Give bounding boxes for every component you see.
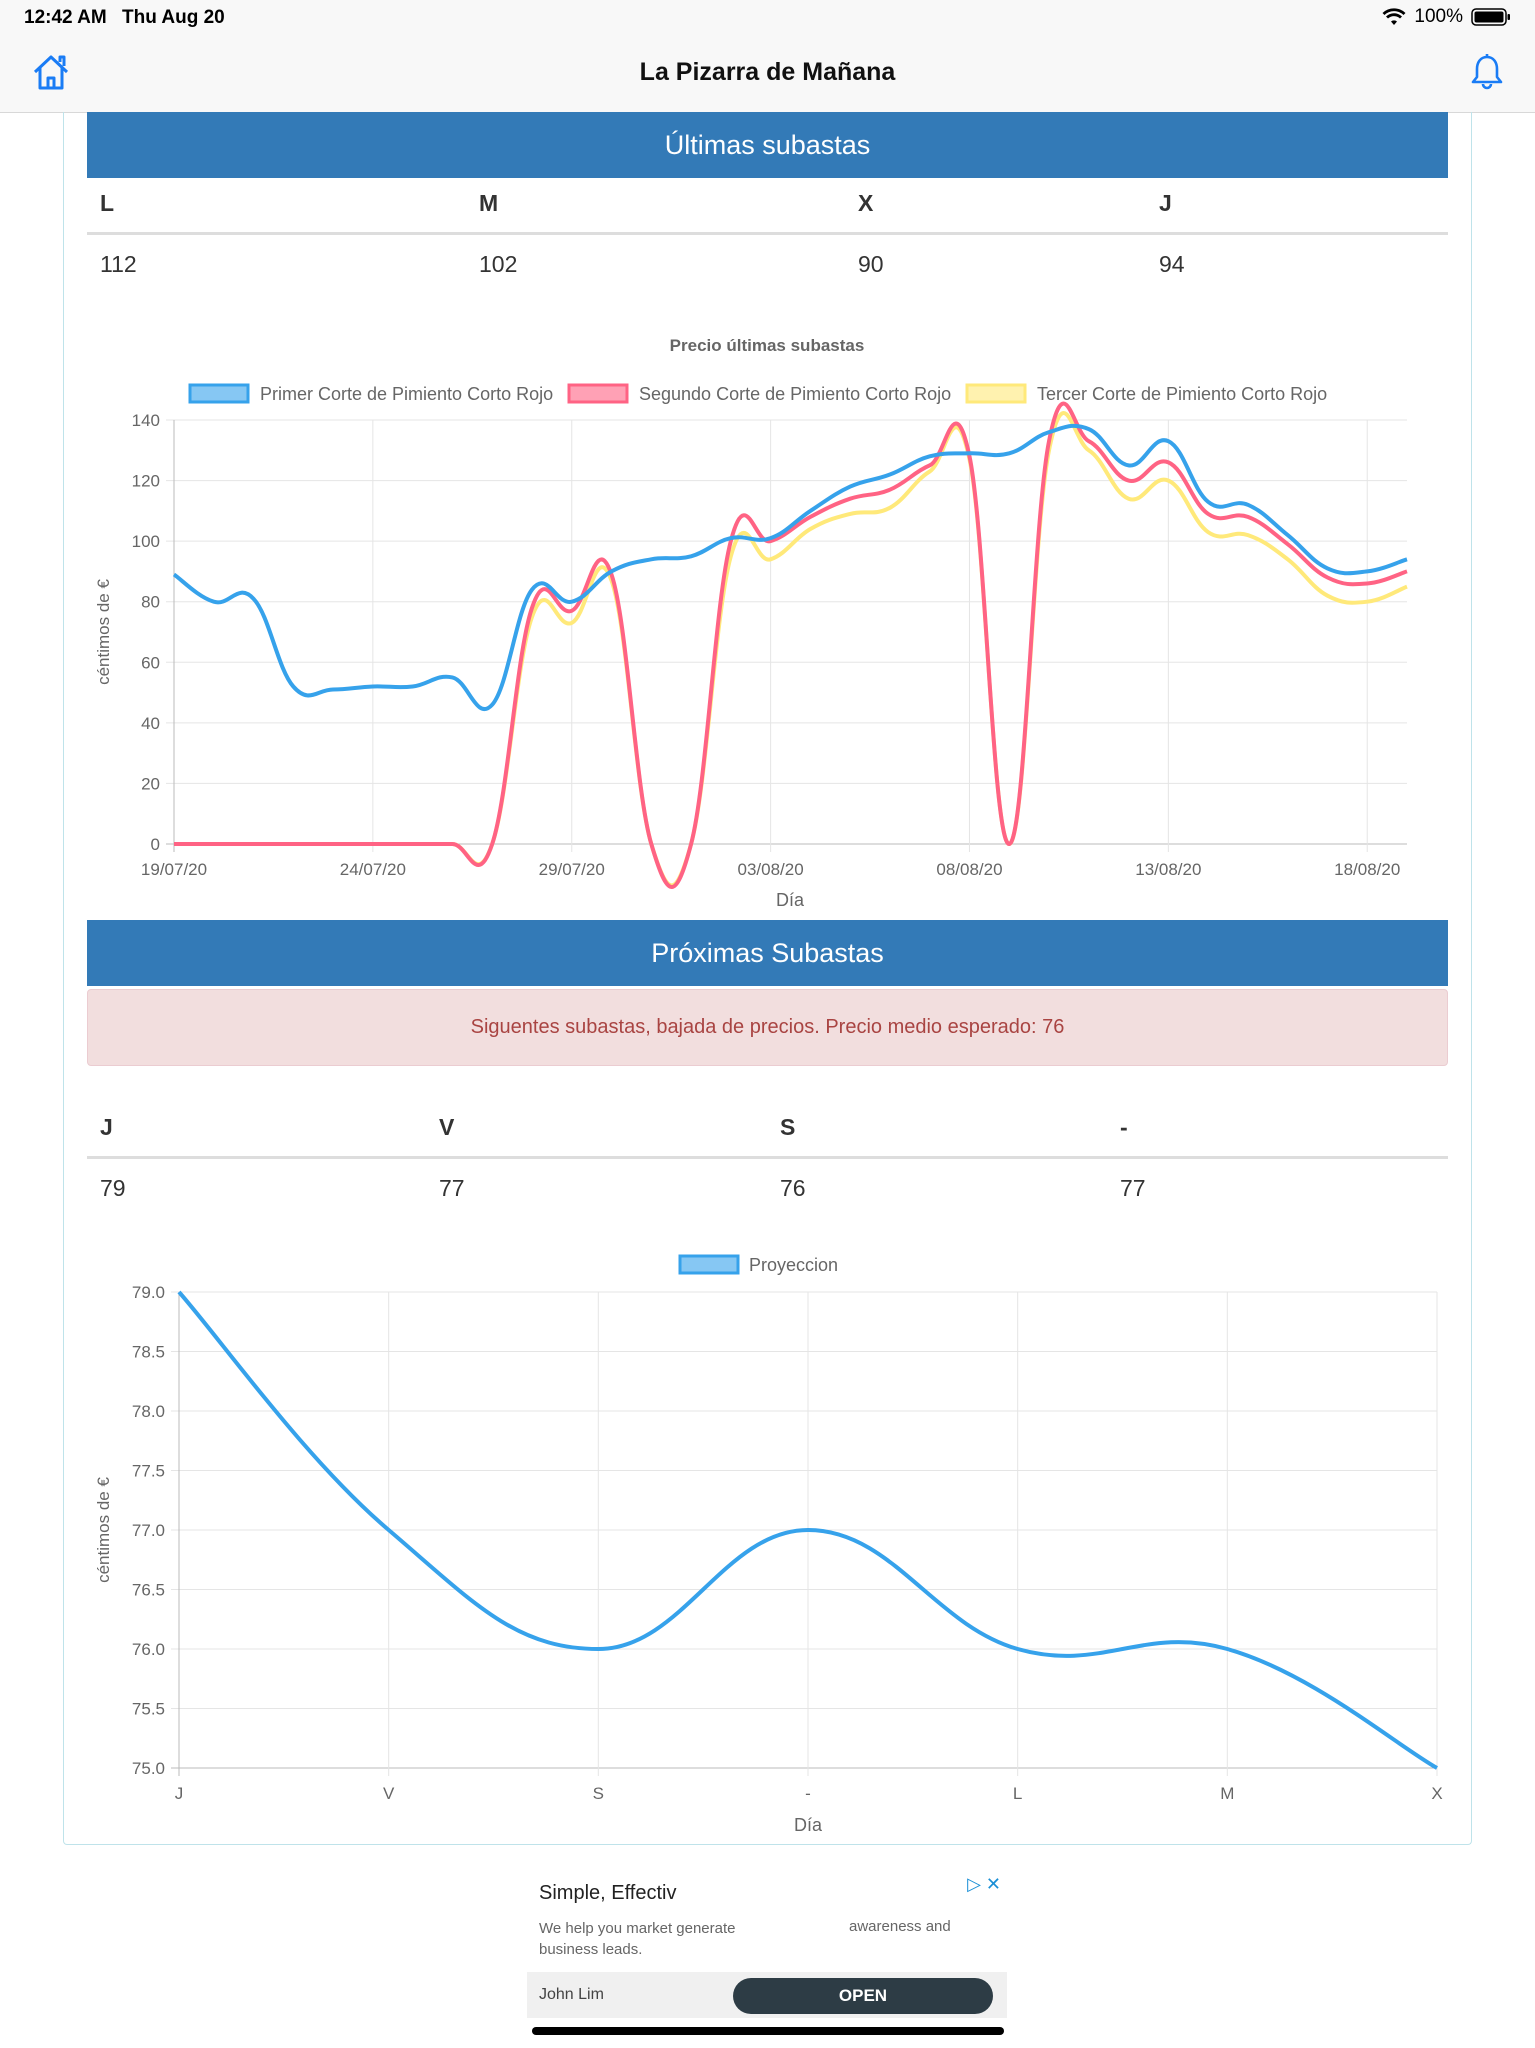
y-axis-title: céntimos de € [94, 579, 113, 685]
table-header-cell: L [100, 190, 115, 216]
ad-description-2: awareness and [849, 1918, 951, 1935]
y-tick-label: 75.5 [132, 1700, 165, 1719]
legend-label: Proyeccion [749, 1255, 838, 1275]
bell-icon[interactable] [1469, 52, 1505, 92]
x-tick-label: 03/08/20 [738, 860, 804, 879]
y-tick-label: 100 [132, 532, 160, 551]
battery-icon [1471, 8, 1510, 26]
ad-description: We help you market generate business lea… [539, 1920, 736, 1958]
series-line [172, 423, 1408, 711]
x-tick-label: 18/08/20 [1334, 860, 1400, 879]
y-tick-label: 77.5 [132, 1462, 165, 1481]
table-header-cell: - [1120, 1114, 1128, 1140]
x-tick-label: - [805, 1784, 811, 1803]
table-row: 112 102 90 94 [87, 233, 1448, 293]
table-cell: 94 [1159, 251, 1185, 277]
y-tick-label: 78.5 [132, 1343, 165, 1362]
status-date: Thu Aug 20 [122, 7, 225, 28]
legend-swatch [965, 383, 1027, 404]
table-header-cell: V [439, 1114, 455, 1140]
legend-swatch [188, 383, 250, 404]
table-header-cell: J [1159, 190, 1172, 216]
table-cell: 76 [780, 1175, 806, 1201]
ad-open-button[interactable]: OPEN [733, 1978, 993, 2014]
ad-choices-icon[interactable]: ▷ ✕ [967, 1874, 1001, 1894]
table-header-row: L M X J [87, 172, 1448, 235]
ad-headline: Simple, Effectiv [539, 1882, 677, 1904]
y-tick-label: 76.5 [132, 1581, 165, 1600]
price-alert: Siguentes subastas, bajada de precios. P… [87, 989, 1448, 1066]
ad-banner[interactable]: ▷ ✕ Simple, Effectiv We help you market … [527, 1868, 1007, 2018]
legend-swatch [567, 383, 629, 404]
x-axis-title: Día [776, 890, 805, 910]
x-tick-label: M [1220, 1784, 1234, 1803]
legend-label: Tercer Corte de Pimiento Corto Rojo [1037, 384, 1327, 404]
x-tick-label: L [1013, 1784, 1022, 1803]
y-tick-label: 40 [141, 714, 160, 733]
table-cell: 90 [858, 251, 884, 277]
x-tick-label: 08/08/20 [936, 860, 1002, 879]
home-icon[interactable] [30, 52, 72, 92]
next-auctions-header: Próximas Subastas [87, 920, 1448, 986]
x-axis-title: Día [794, 1815, 823, 1835]
last-auctions-header: Últimas subastas [87, 112, 1448, 178]
y-tick-label: 140 [132, 411, 160, 430]
ad-advertiser: John Lim [539, 1986, 604, 2003]
legend-label: Primer Corte de Pimiento Corto Rojo [260, 384, 553, 404]
price-chart: Precio últimas subastas Primer Corte de P… [94, 336, 1408, 910]
x-tick-label: 24/07/20 [340, 860, 406, 879]
table-header-cell: J [100, 1114, 113, 1140]
legend-label: Segundo Corte de Pimiento Corto Rojo [639, 384, 951, 404]
home-indicator[interactable] [532, 2027, 1004, 2035]
y-tick-label: 75.0 [132, 1759, 165, 1778]
ad-footer: John Lim OPEN [527, 1972, 1007, 2018]
table-row: 79 77 76 77 [87, 1157, 1448, 1217]
projection-chart: Proyeccion 75.0 75.5 76.0 76.5 77.0 77.5 78.0 78… [94, 1254, 1443, 1835]
y-tick-label: 60 [141, 653, 160, 672]
table-cell: 77 [439, 1175, 465, 1201]
y-axis-title: céntimos de € [94, 1477, 113, 1583]
status-bar: 12:42 AM Thu Aug 20 100% [0, 0, 1535, 36]
y-tick-label: 80 [141, 593, 160, 612]
table-cell: 77 [1120, 1175, 1146, 1201]
y-tick-label: 77.0 [132, 1521, 165, 1540]
x-tick-label: 13/08/20 [1135, 860, 1201, 879]
y-tick-label: 120 [132, 472, 160, 491]
y-tick-label: 79.0 [132, 1283, 165, 1302]
nav-bar: La Pizarra de Mañana [0, 36, 1535, 113]
x-tick-label: 29/07/20 [539, 860, 605, 879]
legend-swatch [678, 1254, 740, 1275]
status-time: 12:42 AM [24, 7, 107, 28]
content-panel [63, 112, 1472, 1845]
x-tick-label: 19/07/20 [141, 860, 207, 879]
series-line [177, 1290, 1438, 1770]
table-cell: 102 [479, 251, 518, 277]
table-header-row: J V S - [87, 1096, 1448, 1159]
table-header-cell: X [858, 190, 874, 216]
series-line [174, 401, 1408, 889]
status-right: 100% [1382, 6, 1511, 28]
table-cell: 79 [100, 1175, 126, 1201]
x-tick-label: V [383, 1784, 395, 1803]
y-tick-label: 0 [151, 835, 160, 854]
x-tick-label: X [1431, 1784, 1442, 1803]
table-cell: 112 [100, 251, 137, 277]
battery-percent: 100% [1414, 6, 1463, 27]
y-tick-label: 78.0 [132, 1402, 165, 1421]
wifi-icon [1382, 8, 1406, 25]
table-header-cell: M [479, 190, 499, 216]
y-tick-label: 76.0 [132, 1640, 165, 1659]
table-header-cell: S [780, 1114, 796, 1140]
x-tick-label: S [593, 1784, 604, 1803]
y-tick-label: 20 [141, 774, 160, 793]
series-line [174, 411, 1408, 888]
page-title: La Pizarra de Mañana [639, 58, 896, 86]
x-tick-label: J [175, 1784, 184, 1803]
chart-title: Precio últimas subastas [670, 336, 865, 355]
